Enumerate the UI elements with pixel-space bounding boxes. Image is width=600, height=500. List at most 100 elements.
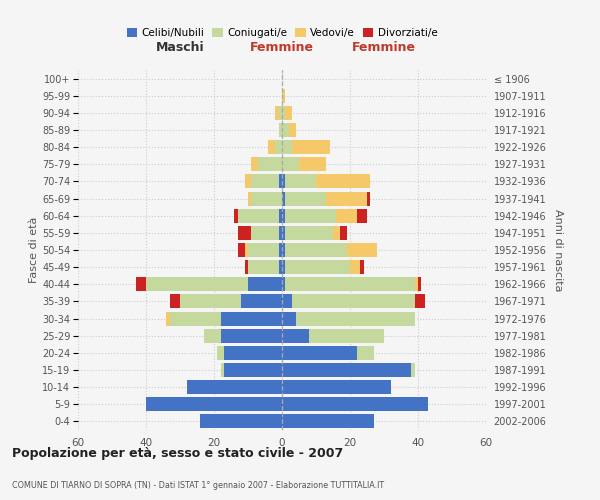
Bar <box>278 106 282 120</box>
Bar <box>282 123 289 137</box>
Bar <box>316 174 370 188</box>
Bar <box>282 140 292 154</box>
Bar <box>251 174 278 188</box>
Bar <box>415 294 425 308</box>
Bar <box>278 123 282 137</box>
Bar <box>221 312 282 326</box>
Bar <box>278 208 282 222</box>
Bar <box>296 312 415 326</box>
Bar <box>282 346 357 360</box>
Bar <box>282 106 286 120</box>
Bar <box>282 363 411 377</box>
Bar <box>286 208 337 222</box>
Bar <box>333 226 340 240</box>
Bar <box>282 278 286 291</box>
Bar <box>275 140 282 154</box>
Bar <box>245 243 248 257</box>
Bar <box>245 260 248 274</box>
Bar <box>418 278 421 291</box>
Text: Maschi: Maschi <box>155 41 205 54</box>
Bar <box>299 158 326 172</box>
Bar <box>235 208 238 222</box>
Bar <box>251 158 258 172</box>
Bar <box>278 226 282 240</box>
Bar <box>286 243 347 257</box>
Bar <box>367 192 370 205</box>
Bar <box>258 158 282 172</box>
Bar <box>200 414 282 428</box>
Bar <box>282 208 286 222</box>
Bar <box>275 106 278 120</box>
Bar <box>136 278 146 291</box>
Bar <box>286 226 333 240</box>
Bar <box>251 226 278 240</box>
Bar <box>415 278 418 291</box>
Legend: Celibi/Nubili, Coniugati/e, Vedovi/e, Divorziati/e: Celibi/Nubili, Coniugati/e, Vedovi/e, Di… <box>127 28 437 38</box>
Bar <box>245 174 251 188</box>
Bar <box>337 208 357 222</box>
Bar <box>221 328 282 342</box>
Bar <box>248 243 278 257</box>
Bar <box>282 328 309 342</box>
Bar <box>282 414 374 428</box>
Bar <box>166 312 170 326</box>
Bar <box>224 346 282 360</box>
Bar <box>282 174 286 188</box>
Bar <box>282 192 286 205</box>
Bar <box>340 226 347 240</box>
Bar <box>204 328 221 342</box>
Bar <box>289 123 296 137</box>
Bar <box>238 243 245 257</box>
Bar <box>224 363 282 377</box>
Bar <box>292 140 329 154</box>
Bar <box>282 88 286 102</box>
Bar <box>282 243 286 257</box>
Y-axis label: Fasce di età: Fasce di età <box>29 217 39 283</box>
Bar <box>282 398 428 411</box>
Bar <box>282 312 296 326</box>
Bar <box>282 226 286 240</box>
Bar <box>180 294 241 308</box>
Bar <box>146 278 248 291</box>
Bar <box>248 278 282 291</box>
Bar <box>350 260 360 274</box>
Text: Femmine: Femmine <box>250 41 314 54</box>
Bar <box>278 243 282 257</box>
Bar <box>238 208 278 222</box>
Bar <box>217 346 224 360</box>
Bar <box>170 312 221 326</box>
Bar <box>357 208 367 222</box>
Bar <box>286 260 350 274</box>
Bar <box>282 380 391 394</box>
Bar <box>221 363 224 377</box>
Bar <box>360 260 364 274</box>
Bar <box>187 380 282 394</box>
Text: COMUNE DI TIARNO DI SOPRA (TN) - Dati ISTAT 1° gennaio 2007 - Elaborazione TUTTI: COMUNE DI TIARNO DI SOPRA (TN) - Dati IS… <box>12 480 384 490</box>
Bar <box>286 192 326 205</box>
Bar <box>170 294 180 308</box>
Bar <box>248 192 251 205</box>
Bar <box>146 398 282 411</box>
Bar <box>282 260 286 274</box>
Bar <box>241 294 282 308</box>
Bar <box>286 174 316 188</box>
Bar <box>411 363 415 377</box>
Bar <box>357 346 374 360</box>
Bar <box>326 192 367 205</box>
Text: Popolazione per età, sesso e stato civile - 2007: Popolazione per età, sesso e stato civil… <box>12 448 343 460</box>
Bar <box>282 158 299 172</box>
Bar <box>347 243 377 257</box>
Bar <box>238 226 251 240</box>
Bar <box>292 294 415 308</box>
Bar <box>278 260 282 274</box>
Bar <box>278 174 282 188</box>
Bar <box>286 106 292 120</box>
Bar <box>268 140 275 154</box>
Y-axis label: Anni di nascita: Anni di nascita <box>553 209 563 291</box>
Bar <box>248 260 278 274</box>
Bar <box>251 192 282 205</box>
Text: Femmine: Femmine <box>352 41 416 54</box>
Bar <box>282 294 292 308</box>
Bar <box>309 328 384 342</box>
Bar <box>286 278 415 291</box>
